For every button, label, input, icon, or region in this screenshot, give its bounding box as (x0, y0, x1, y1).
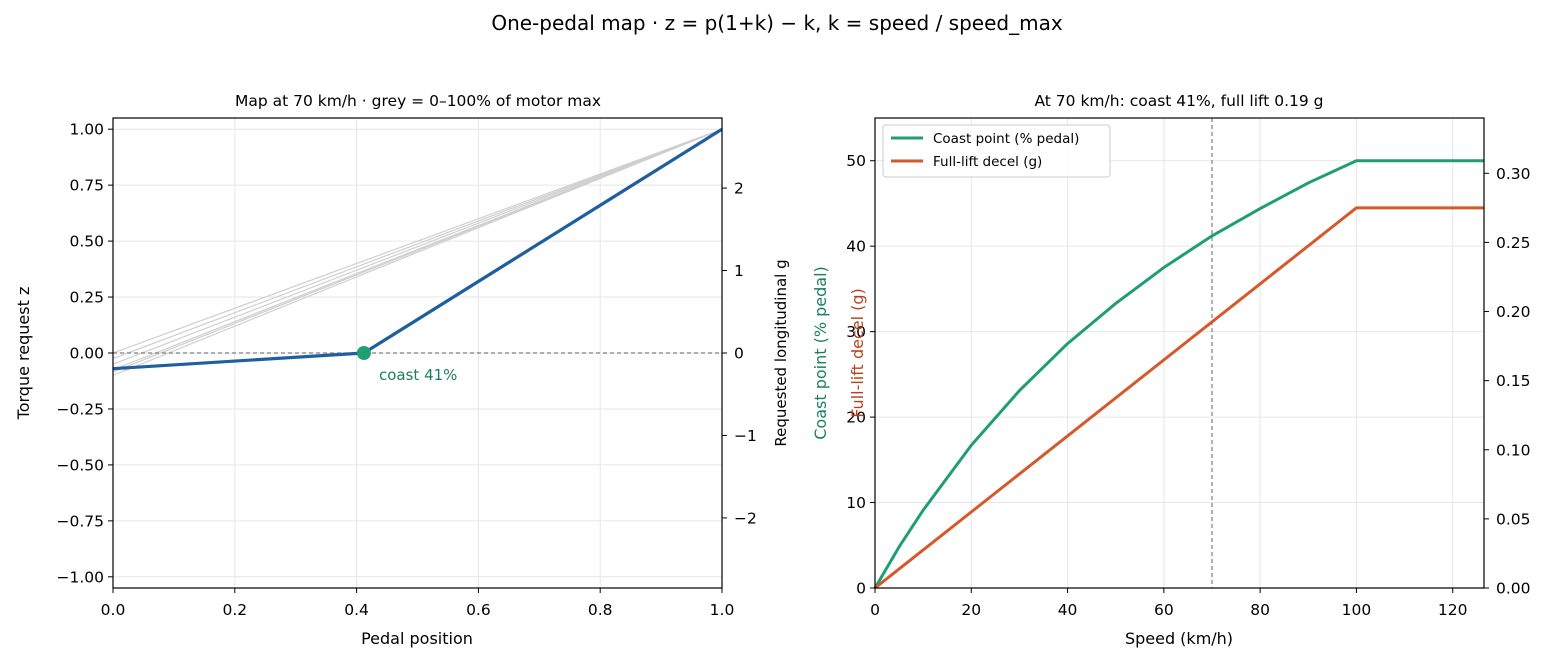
left-y-label: Torque request z (14, 287, 33, 421)
coast-point-marker (356, 346, 371, 360)
right-right-y-tick-label-4: 0.20 (1496, 303, 1531, 321)
right-y-ticks: 0 10 20 30 40 50 (846, 152, 875, 598)
right-y-tick-label-3: 30 (846, 323, 866, 341)
right-x-label: Speed (km/h) (1125, 629, 1233, 648)
left-y-tick-label-2: −0.50 (57, 456, 105, 474)
left-x-tick-label-5: 1.0 (710, 601, 735, 619)
right-y-tick-label-2: 20 (846, 409, 866, 427)
legend: Coast point (% pedal) Full-lift decel (g… (882, 124, 1111, 178)
right-x-tick-label-4: 80 (1250, 601, 1270, 619)
right-x-tick-label-6: 120 (1438, 601, 1468, 619)
coast-point-line (873, 159, 1484, 589)
right-right-y-tick-label-0: 0.00 (1496, 580, 1531, 598)
left-marker (356, 346, 371, 360)
coast-annotation: coast 41% (379, 366, 457, 384)
coast-decel-chart: At 70 km/h: coast 41%, full lift 0.19 g … (811, 92, 1531, 648)
left-x-tick-label-1: 0.2 (222, 601, 247, 619)
left-x-label: Pedal position (361, 629, 473, 648)
right-x-tick-label-3: 60 (1154, 601, 1174, 619)
right-right-y-tick-label-1: 0.05 (1496, 510, 1531, 528)
legend-box (882, 124, 1111, 178)
pedal-map-chart: Map at 70 km/h · grey = 0–100% of motor … (14, 92, 790, 648)
right-right-y-ticks: 0.00 0.05 0.10 0.15 0.20 0.25 0.30 (1484, 165, 1531, 598)
left-x-tick-label-4: 0.8 (588, 601, 613, 619)
grey-map-line-5 (112, 128, 723, 376)
right-chart-title: At 70 km/h: coast 41%, full lift 0.19 g (1034, 92, 1323, 110)
right-y-tick-label-4: 40 (846, 238, 866, 256)
figure-title: One-pedal map · z = p(1+k) − k, k = spee… (491, 11, 1063, 35)
left-right-y-ticks: −2 −1 0 1 2 (722, 180, 757, 527)
left-y-ticks: −1.00 −0.75 −0.50 −0.25 0.00 0.25 0.50 0.75 1.00 (57, 121, 113, 586)
right-right-y-tick-label-5: 0.25 (1496, 234, 1531, 252)
left-right-y-tick-label-0: −2 (734, 509, 757, 527)
left-right-y-tick-label-2: 0 (734, 345, 744, 363)
right-y-tick-label-0: 0 (856, 580, 866, 598)
left-y-tick-label-6: 0.50 (69, 233, 104, 251)
left-right-y-tick-label-3: 1 (734, 262, 744, 280)
grey-map-line-2 (112, 128, 723, 365)
right-x-tick-label-1: 20 (961, 601, 981, 619)
left-x-tick-label-3: 0.6 (466, 601, 491, 619)
left-y-tick-label-1: −0.75 (57, 512, 105, 530)
left-right-y-tick-label-1: −1 (734, 427, 757, 445)
legend-label-decel: Full-lift decel (g) (933, 154, 1042, 170)
right-series (873, 159, 1484, 590)
left-x-ticks: 0.0 0.2 0.4 0.6 0.8 1.0 (101, 588, 735, 619)
left-y-tick-label-0: −1.00 (57, 568, 105, 586)
right-y-tick-label-1: 10 (846, 494, 866, 512)
left-chart-title: Map at 70 km/h · grey = 0–100% of motor … (235, 92, 601, 110)
left-y-tick-label-5: 0.25 (69, 289, 104, 307)
left-y-tick-label-4: 0.00 (69, 345, 104, 363)
grey-map-line-1 (112, 128, 723, 360)
right-y-tick-label-5: 50 (846, 152, 866, 170)
right-plot-frame (874, 117, 1485, 589)
left-right-y-label: Requested longitudinal g (772, 259, 790, 446)
full-lift-decel-line (874, 206, 1484, 590)
left-right-y-tick-label-4: 2 (734, 180, 744, 198)
coast-point-axis-label: Coast point (% pedal) (811, 266, 830, 440)
left-y-tick-label-3: −0.25 (57, 400, 105, 418)
right-x-tick-label-0: 0 (870, 601, 880, 619)
legend-label-coast: Coast point (% pedal) (933, 131, 1079, 147)
grey-map-line-0 (112, 128, 723, 354)
right-x-ticks: 0 20 40 60 80 100 120 (870, 588, 1468, 619)
right-x-tick-label-2: 40 (1058, 601, 1078, 619)
full-lift-decel-axis-label: Full-lift decel (g) (848, 288, 867, 418)
right-x-tick-label-5: 100 (1342, 601, 1372, 619)
left-x-tick-label-2: 0.4 (344, 601, 369, 619)
left-x-tick-label-0: 0.0 (101, 601, 126, 619)
left-y-tick-label-8: 1.00 (69, 121, 104, 139)
left-grey-lines (112, 128, 723, 376)
right-right-y-tick-label-3: 0.15 (1496, 372, 1531, 390)
right-right-y-tick-label-2: 0.10 (1496, 441, 1531, 459)
right-right-y-tick-label-6: 0.30 (1496, 165, 1531, 183)
left-y-tick-label-7: 0.75 (69, 177, 104, 195)
